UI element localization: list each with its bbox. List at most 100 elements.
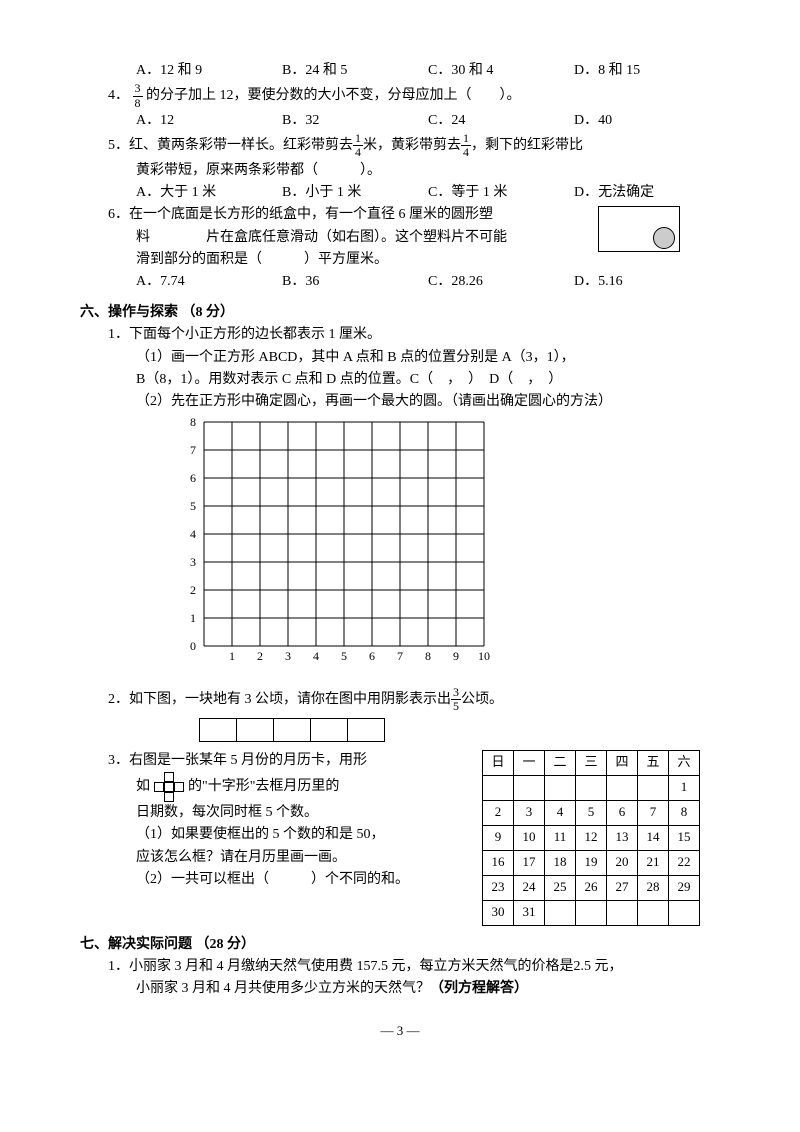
cal-cell: 12 — [576, 825, 607, 850]
svg-text:5: 5 — [341, 649, 347, 663]
opt-c: C．28.26 — [428, 271, 574, 293]
cal-cell: 29 — [669, 875, 700, 900]
svg-text:10: 10 — [478, 649, 490, 663]
opt-b: B．36 — [282, 271, 428, 293]
page-number: — 3 — — [80, 1021, 720, 1042]
cal-header-cell: 日 — [483, 750, 514, 775]
opt-b: B．32 — [282, 110, 428, 132]
opt-a: A．12 — [136, 110, 282, 132]
cal-cell: 7 — [638, 800, 669, 825]
q6-block: 6．在一个底面是长方形的纸盒中，有一个直径 6 厘米的圆形塑 料 片在盒底任意滑… — [80, 204, 720, 271]
cal-header-cell: 二 — [545, 750, 576, 775]
s6q3-l6: （2）一共可以框出（ ）个不同的和。 — [80, 869, 472, 891]
svg-text:0: 0 — [190, 639, 196, 653]
opt-d: D．40 — [574, 110, 720, 132]
cal-cell — [576, 775, 607, 800]
cal-cell: 15 — [669, 825, 700, 850]
frac-3-5: 35 — [451, 686, 461, 713]
q4-num: 4． — [108, 88, 129, 103]
q4-fraction: 38 — [133, 82, 143, 109]
cal-cell: 19 — [576, 850, 607, 875]
cal-cell: 18 — [545, 850, 576, 875]
cal-cell: 25 — [545, 875, 576, 900]
s6q3-row: 3．右图是一张某年 5 月份的月历卡，用形 如 的"十字形"去框月历里的 如的"… — [80, 750, 720, 926]
cal-header-cell: 五 — [638, 750, 669, 775]
grid-svg: 87654321012345678910 — [180, 418, 504, 670]
cal-cell — [638, 775, 669, 800]
svg-text:3: 3 — [285, 649, 291, 663]
q6-options: A．7.74 B．36 C．28.26 D．5.16 — [80, 271, 720, 293]
s6q2-line: 2．如下图，一块地有 3 公顷，请你在图中用阴影表示出35公顷。 — [80, 686, 720, 713]
grid-chart: 87654321012345678910 — [80, 418, 720, 678]
q6-l3: 滑到部分的面积是（ ）平方厘米。 — [80, 249, 720, 271]
cal-cell — [607, 775, 638, 800]
s6q1-p1b: B（8，1）。用数对表示 C 点和 D 点的位置。C（ ， ） D（ ， ） — [80, 369, 720, 391]
cal-cell — [607, 900, 638, 925]
cal-cell — [669, 900, 700, 925]
cal-cell: 5 — [576, 800, 607, 825]
q4-options: A．12 B．32 C．24 D．40 — [80, 110, 720, 132]
cal-cell: 13 — [607, 825, 638, 850]
svg-text:5: 5 — [190, 499, 196, 513]
cal-cell: 10 — [514, 825, 545, 850]
s7q1-l2: 小丽家 3 月和 4 月共使用多少立方米的天然气？（列方程解答） — [80, 978, 720, 1000]
opt-d: D．8 和 15 — [574, 60, 720, 82]
svg-text:9: 9 — [453, 649, 459, 663]
frac-1-4a: 14 — [353, 132, 363, 159]
svg-text:2: 2 — [257, 649, 263, 663]
cal-cell: 27 — [607, 875, 638, 900]
cal-cell — [545, 900, 576, 925]
q5-options: A．大于 1 米 B．小于 1 米 C．等于 1 米 D．无法确定 — [80, 182, 720, 204]
opt-a: A．12 和 9 — [136, 60, 282, 82]
s6q3-l2: 如 的"十字形"去框月历里的 如的"十字形"去框月历里的 — [80, 772, 472, 802]
bold-hint: （列方程解答） — [430, 981, 528, 996]
cal-cell: 3 — [514, 800, 545, 825]
cal-header-cell: 四 — [607, 750, 638, 775]
svg-text:7: 7 — [397, 649, 403, 663]
cal-cell: 16 — [483, 850, 514, 875]
opt-c: C．24 — [428, 110, 574, 132]
cal-cell: 11 — [545, 825, 576, 850]
opt-d: D．无法确定 — [574, 182, 720, 204]
calendar-table: 日一二三四五六123456789101112131415161718192021… — [482, 750, 700, 926]
cal-cell: 6 — [607, 800, 638, 825]
cal-cell — [576, 900, 607, 925]
cal-cell: 9 — [483, 825, 514, 850]
q5-line1: 5．红、黄两条彩带一样长。红彩带剪去14米，黄彩带剪去14，剩下的红彩带比 — [80, 132, 720, 159]
opt-b: B．小于 1 米 — [282, 182, 428, 204]
opt-d: D．5.16 — [574, 271, 720, 293]
s6q1-p2: （2）先在正方形中确定圆心，再画一个最大的圆。（请画出确定圆心的方法） — [80, 391, 720, 413]
section-7-title: 七、解决实际问题 （28 分） — [80, 934, 720, 956]
opt-c: C．30 和 4 — [428, 60, 574, 82]
cal-header-cell: 六 — [669, 750, 700, 775]
svg-text:1: 1 — [229, 649, 235, 663]
cal-cell: 20 — [607, 850, 638, 875]
opt-a: A．大于 1 米 — [136, 182, 282, 204]
cal-cell: 4 — [545, 800, 576, 825]
opt-b: B．24 和 5 — [282, 60, 428, 82]
cal-cell: 24 — [514, 875, 545, 900]
q4-text: 的分子加上 12，要使分数的大小不变，分母应加上（ ）。 — [146, 88, 521, 103]
svg-text:4: 4 — [190, 527, 196, 541]
strip-boxes — [200, 718, 720, 742]
cal-cell: 22 — [669, 850, 700, 875]
cal-cell — [545, 775, 576, 800]
s6q1-p1: （1）画一个正方形 ABCD，其中 A 点和 B 点的位置分别是 A（3，1）， — [80, 347, 720, 369]
cal-cell: 8 — [669, 800, 700, 825]
cal-cell — [638, 900, 669, 925]
cal-cell: 26 — [576, 875, 607, 900]
svg-text:3: 3 — [190, 555, 196, 569]
circle-icon — [653, 227, 675, 249]
svg-text:6: 6 — [369, 649, 375, 663]
q5-line2: 黄彩带短，原来两条彩带都（ ）。 — [80, 160, 720, 182]
q3-options: A．12 和 9 B．24 和 5 C．30 和 4 D．8 和 15 — [80, 60, 720, 82]
s7q1-l1: 1．小丽家 3 月和 4 月缴纳天然气使用费 157.5 元，每立方米天然气的价… — [80, 956, 720, 978]
cal-cell: 1 — [669, 775, 700, 800]
svg-text:8: 8 — [190, 418, 196, 429]
opt-c: C．等于 1 米 — [428, 182, 574, 204]
s6q1-title: 1．下面每个小正方形的边长都表示 1 厘米。 — [80, 324, 720, 346]
cal-header-cell: 一 — [514, 750, 545, 775]
svg-text:2: 2 — [190, 583, 196, 597]
svg-text:8: 8 — [425, 649, 431, 663]
s6q3-l1: 3．右图是一张某年 5 月份的月历卡，用形 — [80, 750, 472, 772]
